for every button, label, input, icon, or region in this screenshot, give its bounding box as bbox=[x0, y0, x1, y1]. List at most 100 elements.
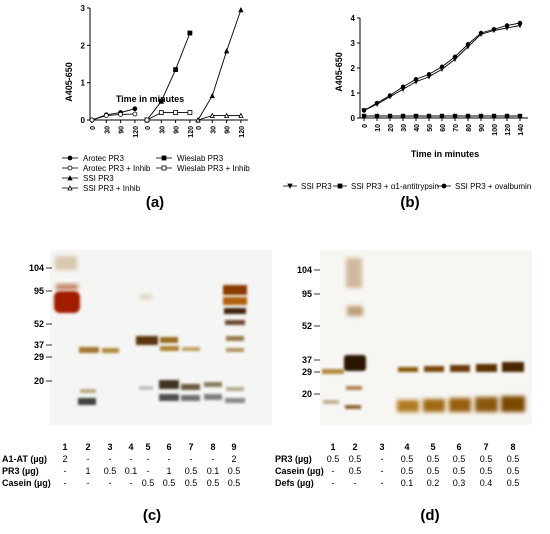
c-band bbox=[136, 336, 158, 345]
b-legend-label: SSI PR3 bbox=[301, 182, 332, 191]
a-y-label: A405-650 bbox=[64, 62, 74, 102]
gel-row-value: 0.1 bbox=[207, 466, 220, 476]
a-x-tick-label: 120 bbox=[188, 126, 195, 138]
b-y-tick-label: 4 bbox=[351, 14, 356, 23]
c-band bbox=[139, 386, 153, 390]
d-band bbox=[424, 366, 444, 372]
gel-row-label: Casein (µg) bbox=[2, 478, 51, 488]
c-band bbox=[80, 389, 96, 393]
a-x-tick-label: 30 bbox=[104, 126, 111, 134]
b-data-point bbox=[374, 100, 380, 106]
a-x-tick-label: 0 bbox=[90, 126, 97, 130]
a-x-tick-label: 120 bbox=[133, 126, 140, 138]
c-band bbox=[226, 336, 244, 341]
a-data-point bbox=[173, 67, 179, 72]
panel-b-chart: 0 1 2 3 4 0 10 20 30 40 50 60 70 80 90 100 120 140 A405-… bbox=[283, 14, 531, 211]
c-band bbox=[78, 398, 96, 405]
d-band bbox=[502, 362, 524, 372]
c-band bbox=[181, 395, 200, 401]
b-data-point bbox=[439, 113, 445, 119]
d-band bbox=[450, 365, 470, 372]
a-y-label-main: A405-650 bbox=[64, 62, 74, 102]
gel-row-value: 0.3 bbox=[453, 478, 466, 488]
a-series-line bbox=[146, 112, 190, 121]
a-data-point bbox=[173, 110, 179, 115]
b-legend-marker bbox=[287, 183, 293, 189]
a-series-line bbox=[197, 115, 241, 121]
d-band bbox=[345, 405, 361, 409]
a-legend-marker bbox=[67, 175, 73, 181]
gel-row-label: Defs (µg) bbox=[275, 478, 314, 488]
c-band bbox=[223, 285, 247, 295]
b-x-tick-label: 80 bbox=[466, 124, 473, 132]
c-band bbox=[224, 308, 246, 314]
c-band bbox=[102, 348, 119, 353]
b-x-tick-label: 60 bbox=[440, 124, 447, 132]
a-y-tick-label: 1 bbox=[81, 79, 86, 88]
gel-lane-number: 3 bbox=[107, 442, 112, 452]
gel-row-value: - bbox=[147, 454, 150, 464]
a-y-tick-label: 0 bbox=[81, 116, 86, 125]
gel-lane-number: 8 bbox=[210, 442, 215, 452]
c-band bbox=[55, 256, 77, 270]
gel-row-value: 0.5 bbox=[163, 478, 176, 488]
b-data-point bbox=[452, 113, 458, 119]
d-band bbox=[449, 398, 471, 412]
gel-lane-number: 9 bbox=[231, 442, 236, 452]
gel-row-value: 0.5 bbox=[480, 454, 493, 464]
b-data-point bbox=[491, 113, 497, 119]
gel-row-value: - bbox=[332, 466, 335, 476]
b-legend-marker bbox=[337, 183, 343, 189]
c-band bbox=[204, 394, 222, 400]
gel-lane-number: 2 bbox=[85, 442, 90, 452]
gel-marker-label: 37 bbox=[302, 355, 312, 365]
gel-row-value: 0.5 bbox=[401, 466, 414, 476]
a-data-point bbox=[238, 112, 244, 118]
c-band bbox=[182, 347, 200, 351]
gel-row-value: 0.5 bbox=[228, 478, 241, 488]
gel-lane-number: 4 bbox=[404, 442, 409, 452]
gel-row-value: - bbox=[381, 454, 384, 464]
b-legend-label: SSI PR3 + α1-antitrypsin bbox=[351, 182, 439, 191]
a-legend-label: Arotec PR3 bbox=[83, 154, 124, 163]
gel-row-value: 0.1 bbox=[401, 478, 414, 488]
b-data-point bbox=[465, 42, 471, 47]
panel-d-gel: 104 95 52 37 29 20 1 2 3 4 5 6 7 8 PR3 (µg) 0.5 0.5 - 0.5… bbox=[275, 250, 532, 524]
b-data-point bbox=[387, 93, 393, 98]
b-x-tick-label: 70 bbox=[453, 124, 460, 132]
a-data-point bbox=[209, 92, 215, 99]
d-band bbox=[475, 397, 498, 412]
c-band bbox=[159, 394, 179, 401]
gel-row-value: 0.5 bbox=[507, 466, 520, 476]
gel-row-value: - bbox=[87, 454, 90, 464]
b-data-point bbox=[387, 113, 393, 119]
gel-marker-label: 20 bbox=[34, 376, 44, 386]
gel-marker-label: 29 bbox=[34, 352, 44, 362]
b-x-tick-label: 120 bbox=[505, 124, 512, 136]
gel-lane-number: 7 bbox=[483, 442, 488, 452]
a-y-tick-label: 2 bbox=[81, 41, 86, 50]
a-x-tick-label: 90 bbox=[119, 126, 126, 134]
a-legend-marker bbox=[67, 165, 73, 171]
a-data-point bbox=[118, 112, 123, 117]
gel-marker-label: 52 bbox=[34, 319, 44, 329]
gel-row-value: - bbox=[87, 478, 90, 488]
gel-row-label: PR3 (µg) bbox=[275, 454, 312, 464]
a-data-point bbox=[144, 117, 150, 123]
a-data-point bbox=[158, 98, 164, 104]
a-x-tick-label: 30 bbox=[159, 126, 166, 134]
gel-row-value: 0.5 bbox=[349, 466, 362, 476]
d-band bbox=[323, 400, 339, 404]
c-band bbox=[204, 382, 222, 387]
gel-row-value: 0.5 bbox=[142, 478, 155, 488]
gel-row-value: 1 bbox=[166, 466, 171, 476]
gel-lane-number: 4 bbox=[128, 442, 133, 452]
b-data-point bbox=[517, 113, 523, 119]
b-data-point bbox=[517, 20, 523, 26]
b-y-tick-label: 0 bbox=[351, 114, 356, 123]
a-data-point bbox=[195, 117, 201, 123]
gel-row-value: - bbox=[109, 478, 112, 488]
b-x-tick-label: 0 bbox=[362, 124, 369, 128]
a-data-point bbox=[223, 112, 230, 118]
